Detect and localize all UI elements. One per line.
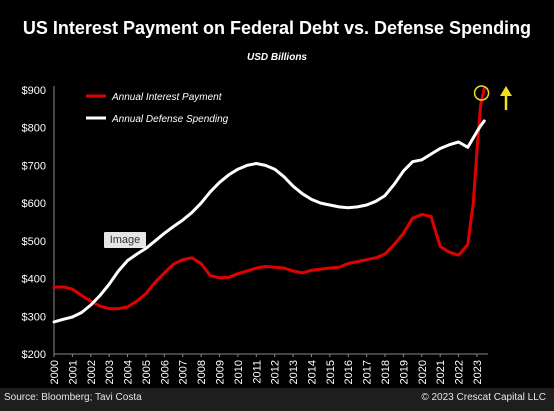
y-tick-label: $400 <box>22 274 46 286</box>
x-tick-label: 2001 <box>67 360 79 384</box>
line-chart: $200$300$400$500$600$700$800$900 2000 200… <box>22 85 512 384</box>
x-tick-label: 2016 <box>343 360 355 384</box>
x-tick-label: 2006 <box>159 360 171 384</box>
y-tick-label: $800 <box>22 123 46 135</box>
legend: Annual Interest Payment Annual Defense S… <box>86 92 229 125</box>
chart-title: US Interest Payment on Federal Debt vs. … <box>22 18 532 38</box>
source-text: Source: Bloomberg; Tavi Costa <box>4 392 142 403</box>
highlight-circle <box>473 85 490 101</box>
y-tick-label: $600 <box>22 198 46 210</box>
x-tick-label: 2020 <box>417 360 429 384</box>
x-tick-label: 2017 <box>362 360 374 384</box>
y-tick-label: $700 <box>22 160 46 172</box>
x-tick-label: 2015 <box>325 360 337 384</box>
x-tick-label: 2018 <box>380 360 392 384</box>
copyright-text: © 2023 Crescat Capital LLC <box>421 392 546 403</box>
x-tick-label: 2002 <box>86 360 98 384</box>
y-tick-label: $300 <box>22 311 46 323</box>
y-tick-label: $200 <box>22 349 46 361</box>
up-arrow-icon <box>500 86 512 110</box>
footer-bar: Source: Bloomberg; Tavi Costa © 2023 Cre… <box>0 388 554 411</box>
x-tick-label: 2010 <box>233 360 245 384</box>
x-tick-labels: 2000 2001 2002 2003 2004 2005 2006 2007 2008 2009… <box>49 354 484 384</box>
x-tick-label: 2013 <box>288 360 300 384</box>
x-tick-label: 2011 <box>251 360 263 384</box>
x-tick-label: 2019 <box>398 360 410 384</box>
x-tick-label: 2008 <box>196 360 208 384</box>
x-tick-label: 2007 <box>178 360 190 384</box>
image-badge: Image <box>104 232 146 248</box>
series-group <box>52 86 486 324</box>
x-tick-label: 2014 <box>306 360 318 384</box>
x-tick-label: 2009 <box>215 360 227 384</box>
x-tick-label: 2005 <box>141 360 153 384</box>
y-tick-labels: $200 $300 $400 $500 $600 $700 $800 $900 <box>22 85 46 361</box>
x-tick-label: 2023 <box>472 360 484 384</box>
series-line-interest-payment <box>52 86 486 311</box>
x-tick-label: 2003 <box>104 360 116 384</box>
y-tick-label: $500 <box>22 236 46 248</box>
chart-subtitle: USD Billions <box>246 52 307 63</box>
legend-label-defense: Annual Defense Spending <box>111 114 229 125</box>
axes <box>53 86 488 355</box>
y-tick-label: $900 <box>22 85 46 97</box>
series-line-defense-spending <box>52 119 486 324</box>
x-tick-label: 2000 <box>49 360 61 384</box>
x-tick-label: 2004 <box>123 360 135 384</box>
annotations <box>473 85 512 110</box>
x-tick-label: 2021 <box>435 360 447 384</box>
x-tick-label: 2022 <box>454 360 466 384</box>
legend-label-interest: Annual Interest Payment <box>111 92 223 103</box>
x-tick-label: 2012 <box>270 360 282 384</box>
